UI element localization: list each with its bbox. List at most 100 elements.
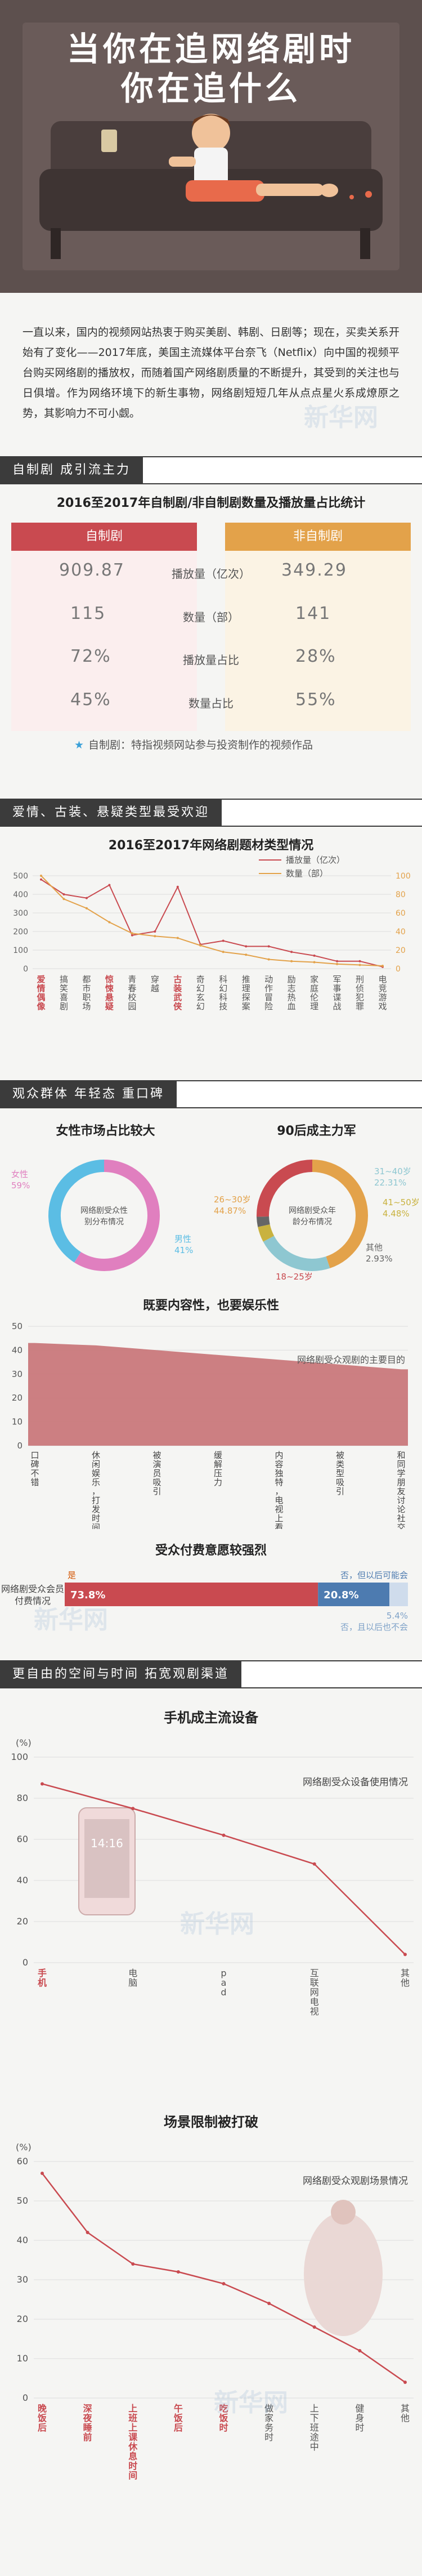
- slice-value: 59%: [11, 1180, 30, 1191]
- y-tick-label: 0: [23, 2392, 28, 2403]
- data-point: [176, 885, 179, 888]
- donut-center-label: 别分布情况: [84, 1218, 124, 1227]
- table1-left-header: 自制剧: [11, 523, 197, 551]
- data-point: [245, 953, 248, 956]
- data-point: [62, 898, 65, 901]
- slice-label: 男性: [174, 1234, 191, 1244]
- y-tick-label: 0: [17, 1441, 23, 1451]
- y-tick-label: 20: [17, 2314, 28, 2324]
- data-point: [62, 893, 65, 895]
- y2-tick-label: 100: [396, 872, 411, 881]
- category-label: 互联网电视: [310, 1968, 319, 2017]
- y-tick-label: 60: [17, 2156, 28, 2167]
- data-point: [131, 932, 133, 935]
- phone-time: 14:16: [91, 1837, 123, 1850]
- category-label: 动作冒险: [264, 974, 273, 1011]
- y-tick-label: 50: [17, 2195, 28, 2206]
- data-point: [222, 1833, 226, 1837]
- data-point: [358, 2349, 362, 2352]
- hero-title-line2: 你在追什么: [120, 69, 301, 108]
- data-point: [40, 878, 42, 881]
- row-label: 网络剧受众会员: [1, 1584, 64, 1594]
- category-label: 爱情偶像: [37, 974, 46, 1011]
- series-label: 网络剧受众设备使用情况: [303, 1776, 408, 1788]
- category-label: 奇幻玄幻: [196, 974, 205, 1011]
- unit-label: (%): [16, 1737, 32, 1748]
- table1-right-value: 349.29: [281, 560, 347, 580]
- data-point: [85, 907, 88, 910]
- category-label: 缓解压力: [214, 1450, 222, 1487]
- y-tick-label: 200: [13, 928, 28, 937]
- data-point: [222, 939, 225, 942]
- slice-value: 25.41%: [276, 1283, 308, 1284]
- slice-value: 41%: [174, 1245, 193, 1255]
- table1-left-value: 45%: [70, 690, 111, 710]
- table1-row-label: 数量（部）: [183, 610, 239, 624]
- series-label: 网络剧受众观剧场景情况: [303, 2176, 408, 2187]
- slice-value: 44.87%: [214, 1206, 246, 1216]
- scene-chart-title: 场景限制被打破: [164, 2114, 258, 2130]
- category-label: 休闲娱乐，打发时间: [92, 1450, 100, 1529]
- slice-value: 22.31%: [374, 1178, 406, 1188]
- y2-tick-label: 80: [396, 890, 406, 899]
- section-tag: 爱情、古装、悬疑类型最受欢迎: [0, 800, 222, 826]
- data-point: [358, 960, 361, 962]
- y-tick-label: 100: [13, 946, 28, 955]
- table1-right-value: 28%: [295, 647, 336, 666]
- donut-slice: [263, 1236, 330, 1271]
- category-label: 惊悚悬疑: [105, 974, 114, 1011]
- unit-label: (%): [16, 2142, 32, 2152]
- donut-slice: [312, 1160, 368, 1268]
- y2-tick-label: 40: [396, 928, 406, 937]
- category-label: 家庭伦理: [310, 974, 318, 1011]
- segment-value: 20.8%: [324, 1589, 358, 1601]
- category-label: 上班上课休息时间: [128, 2403, 138, 2481]
- y-tick-label: 30: [12, 1369, 23, 1379]
- category-label: 晚饭后: [37, 2403, 47, 2433]
- data-point: [290, 960, 293, 962]
- slice-value: 2.93%: [366, 1254, 393, 1264]
- donut-slice: [257, 1160, 313, 1217]
- pay-chart-title: 受众付费意愿较强烈: [155, 1544, 267, 1558]
- category-label: 和同学朋友讨论社交: [397, 1450, 405, 1529]
- category-label: 被演员吸引: [152, 1450, 161, 1496]
- data-point: [381, 965, 384, 968]
- data-point: [85, 897, 88, 899]
- y-tick-label: 40: [17, 1875, 28, 1886]
- y-tick-label: 300: [13, 909, 28, 918]
- data-point: [108, 884, 111, 886]
- table1-title: 2016至2017年自制剧/非自制剧数量及播放量占比统计: [56, 496, 366, 510]
- area-fill: [28, 1343, 408, 1446]
- genre-chart-title: 2016至2017年网络剧题材类型情况: [108, 839, 314, 853]
- table1-note: ★ 自制剧：特指视频网站参与投资制作的视频作品: [74, 737, 313, 752]
- genre-line-chart: 0 100 200 300 400 500 0 20 40 60 80 100 播放量（亿次） 数量（部）…: [13, 855, 411, 1011]
- category-label: 军事谍战: [333, 974, 342, 1011]
- y-tick-label: 500: [13, 872, 28, 881]
- data-point: [131, 2262, 135, 2266]
- table1-right-bg: [225, 551, 411, 731]
- category-label: 都市职场: [82, 974, 91, 1011]
- data-point: [267, 945, 270, 948]
- category-label: 做家务时: [264, 2403, 273, 2443]
- category-label: 推理探案: [242, 974, 250, 1011]
- donut-slice: [258, 1224, 275, 1242]
- category-label: 午饭后: [173, 2403, 183, 2433]
- bar-segment: [65, 1583, 318, 1606]
- donut-slice: [48, 1160, 105, 1263]
- series-line-plays: [41, 879, 383, 968]
- data-point: [403, 2381, 407, 2384]
- segment-label: 否，且以后也不会: [340, 1622, 408, 1632]
- person-head-icon: [331, 2200, 356, 2225]
- data-point: [176, 937, 179, 939]
- watermark: 新华网: [304, 403, 378, 432]
- category-label: 古装武侠: [173, 974, 182, 1011]
- donut-slice: [74, 1160, 160, 1271]
- data-point: [358, 964, 361, 966]
- data-point: [313, 954, 316, 957]
- slice-label: 26~30岁: [214, 1195, 251, 1205]
